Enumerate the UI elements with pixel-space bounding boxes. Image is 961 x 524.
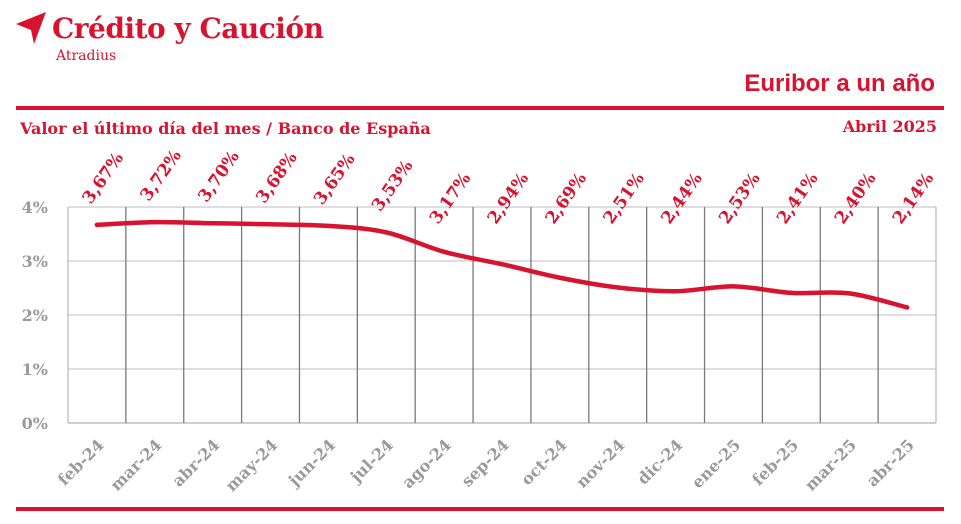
data-point [210,221,215,226]
data-point [268,222,273,227]
y-tick-label: 0% [22,414,48,433]
x-tick-label: jun-24 [283,435,339,491]
data-point [673,289,678,294]
data-label: 3,17% [426,169,475,228]
data-label: 2,14% [889,169,938,228]
y-tick-label: 2% [22,306,48,325]
x-tick-label: jul-24 [345,435,397,487]
x-tick-label: ago-24 [398,435,455,492]
chart-title: Euribor a un año [744,70,935,97]
data-label: 2,44% [657,169,706,228]
x-tick-label: abr-24 [168,435,223,490]
x-tick-label: ene-25 [688,435,745,492]
data-point [384,230,389,235]
data-label: 2,69% [542,169,591,228]
data-label: 2,53% [715,169,764,228]
data-point [789,290,794,296]
data-point [326,223,331,229]
brand-subtitle: Atradius [56,48,117,64]
data-label: 3,72% [137,146,186,205]
data-label: 3,65% [310,150,359,209]
data-label: 2,94% [484,169,533,228]
data-label: 3,67% [79,149,128,208]
x-tick-label: nov-24 [572,435,628,491]
atradius-logo-icon [16,12,46,44]
x-tick-label: abr-25 [863,435,918,490]
bottom-divider [16,507,944,511]
data-point [94,222,100,228]
data-point [499,262,505,267]
x-tick-label: feb-25 [748,435,802,489]
x-tick-label: mar-25 [801,435,860,494]
x-tick-label: dic-24 [633,435,686,488]
y-tick-label: 1% [22,360,48,379]
data-point [441,249,447,255]
x-tick-label: sep-24 [457,435,512,490]
chart-subtitle: Valor el último día del mes / Banco de E… [20,119,431,138]
data-label: 2,40% [831,169,880,228]
top-divider [16,106,944,110]
data-label: 2,51% [599,169,648,228]
data-label: 3,70% [194,147,243,206]
data-point [557,275,563,280]
data-label: 2,41% [773,169,822,228]
data-point [152,219,157,225]
brand-name: Crédito y Caución [52,12,324,45]
data-point [904,305,910,310]
data-point [847,291,852,296]
data-label: 3,68% [252,149,301,208]
x-tick-label: feb-24 [54,435,108,489]
y-tick-label: 3% [22,252,48,271]
x-tick-label: oct-24 [517,435,571,489]
brand-logo: Crédito y Caución Atradius [14,8,344,68]
x-tick-label: may-24 [222,435,282,495]
y-tick-label: 4% [22,198,48,217]
x-tick-label: mar-24 [106,435,165,494]
chart-date: Abril 2025 [842,117,937,136]
data-point [615,285,620,290]
data-label: 3,53% [368,157,417,216]
data-point [731,284,736,289]
